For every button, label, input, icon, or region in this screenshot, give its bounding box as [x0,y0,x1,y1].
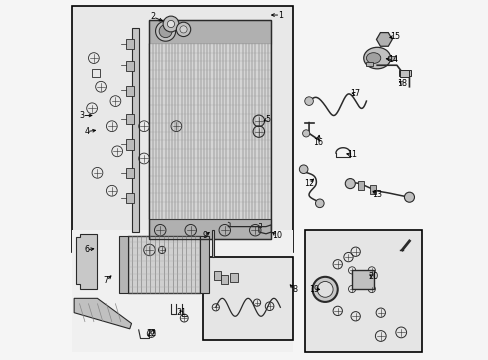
Bar [387,55,395,60]
Bar [126,114,134,125]
Text: 16: 16 [312,138,323,147]
Bar [398,69,410,76]
Text: 6: 6 [84,246,89,255]
Bar [126,168,134,178]
Bar [126,60,134,71]
Bar [369,185,375,194]
Text: 15: 15 [389,32,399,41]
Bar [72,230,292,352]
Bar [149,220,271,239]
Text: 10: 10 [271,231,281,240]
Polygon shape [76,234,97,289]
Text: 20: 20 [368,272,378,281]
Bar [149,44,271,220]
Bar [230,273,238,282]
Bar [214,271,221,280]
Bar [126,139,134,149]
Circle shape [356,273,368,286]
Bar [366,62,372,66]
Bar [132,28,139,232]
Circle shape [163,16,179,32]
Circle shape [159,25,172,38]
Circle shape [302,130,309,137]
Circle shape [167,21,174,28]
Text: 17: 17 [350,89,360,98]
Bar [203,257,292,339]
Bar [126,39,134,49]
Text: 12: 12 [304,179,313,188]
Text: 2: 2 [150,12,155,21]
Bar [72,6,292,252]
Bar [126,86,134,96]
Ellipse shape [363,47,390,69]
Circle shape [315,199,324,208]
Circle shape [304,97,313,105]
Text: 4: 4 [84,127,89,136]
Circle shape [176,22,190,37]
Bar [92,69,100,77]
Bar [211,230,214,257]
Text: 21: 21 [176,308,186,317]
Text: 9: 9 [202,231,207,240]
Circle shape [155,21,175,41]
Text: 3: 3 [80,111,85,120]
Text: 11: 11 [346,150,356,159]
Bar [199,235,208,293]
Text: 19: 19 [309,285,319,294]
Text: 13: 13 [371,190,382,199]
Ellipse shape [366,53,380,63]
Text: 18: 18 [396,79,407,88]
Bar [351,270,373,289]
Circle shape [317,282,332,297]
Bar [126,193,134,203]
Bar [149,21,271,44]
Text: 14: 14 [387,55,398,64]
Text: 5: 5 [264,114,270,123]
Polygon shape [376,33,391,46]
Text: 8: 8 [292,285,297,294]
Bar [149,21,271,239]
Bar [357,181,363,190]
Circle shape [299,165,307,174]
Text: 1: 1 [277,10,282,19]
Bar [400,70,408,77]
Text: 22: 22 [146,329,156,338]
Bar [221,275,228,284]
Circle shape [379,35,388,44]
Bar [305,230,421,352]
Text: 7: 7 [103,276,109,285]
Circle shape [345,179,355,189]
Polygon shape [74,298,131,329]
Circle shape [180,26,187,33]
Bar [119,235,128,293]
Circle shape [312,277,337,302]
Circle shape [404,192,414,202]
Bar [128,235,199,293]
